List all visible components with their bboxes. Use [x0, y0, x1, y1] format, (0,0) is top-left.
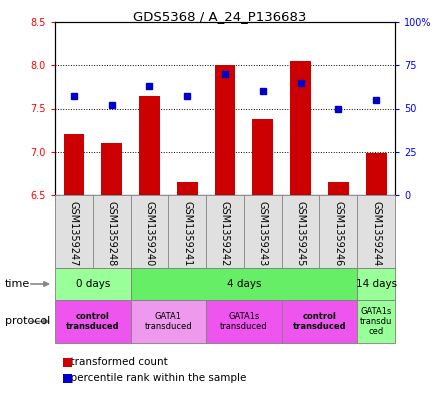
Bar — [131, 300, 206, 343]
Bar — [357, 268, 395, 300]
Text: time: time — [5, 279, 30, 289]
Bar — [63, 134, 84, 195]
Bar — [366, 154, 386, 195]
Text: GATA1
transduced: GATA1 transduced — [144, 312, 192, 331]
Text: GATA1s
transduced: GATA1s transduced — [220, 312, 268, 331]
Bar — [328, 182, 349, 195]
Text: protocol: protocol — [5, 316, 50, 327]
Bar — [55, 300, 131, 343]
Text: GSM1359243: GSM1359243 — [258, 201, 268, 266]
Text: transformed count: transformed count — [64, 357, 168, 367]
Bar — [282, 300, 357, 343]
Text: GATA1s
transdu
ced: GATA1s transdu ced — [360, 307, 392, 336]
Text: GSM1359248: GSM1359248 — [106, 201, 117, 266]
Text: 14 days: 14 days — [356, 279, 397, 289]
Text: GSM1359244: GSM1359244 — [371, 201, 381, 266]
Bar — [206, 300, 282, 343]
Bar — [290, 61, 311, 195]
Bar — [101, 143, 122, 195]
Text: GSM1359242: GSM1359242 — [220, 201, 230, 266]
Text: GDS5368 / A_24_P136683: GDS5368 / A_24_P136683 — [133, 10, 307, 23]
Bar — [139, 95, 160, 195]
Bar — [131, 268, 357, 300]
Bar — [177, 182, 198, 195]
Bar — [253, 119, 273, 195]
Text: GSM1359245: GSM1359245 — [296, 201, 305, 266]
Text: GSM1359247: GSM1359247 — [69, 201, 79, 266]
Text: 4 days: 4 days — [227, 279, 261, 289]
Text: GSM1359246: GSM1359246 — [334, 201, 343, 266]
Text: control
transduced: control transduced — [293, 312, 346, 331]
Text: control
transduced: control transduced — [66, 312, 120, 331]
Bar — [55, 268, 131, 300]
Text: 0 days: 0 days — [76, 279, 110, 289]
Text: percentile rank within the sample: percentile rank within the sample — [64, 373, 246, 383]
Bar — [215, 65, 235, 195]
Bar — [357, 300, 395, 343]
Text: GSM1359241: GSM1359241 — [182, 201, 192, 266]
Text: GSM1359240: GSM1359240 — [144, 201, 154, 266]
